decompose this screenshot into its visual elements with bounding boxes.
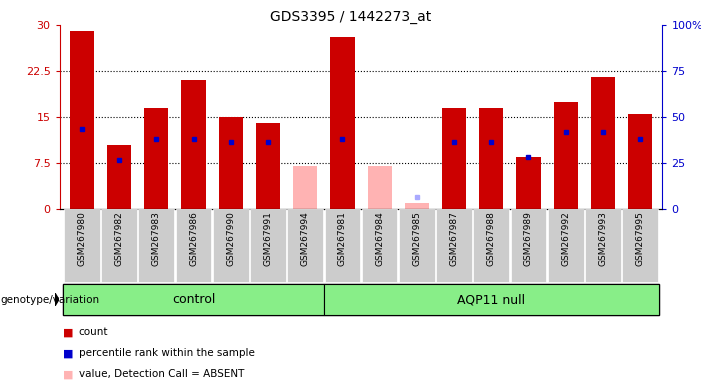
- Bar: [330, 37, 355, 209]
- Text: GSM267993: GSM267993: [599, 212, 607, 266]
- Bar: [436, 209, 472, 282]
- Bar: [622, 209, 658, 282]
- Bar: [367, 166, 392, 209]
- Text: GSM267989: GSM267989: [524, 212, 533, 266]
- Bar: [64, 209, 100, 282]
- Text: percentile rank within the sample: percentile rank within the sample: [79, 348, 254, 358]
- Bar: [63, 284, 324, 315]
- Text: GSM267983: GSM267983: [152, 212, 161, 266]
- Text: AQP11 null: AQP11 null: [457, 293, 525, 306]
- Text: GSM267990: GSM267990: [226, 212, 236, 266]
- Bar: [219, 117, 243, 209]
- Bar: [554, 102, 578, 209]
- Bar: [510, 209, 546, 282]
- Bar: [404, 203, 429, 209]
- Bar: [107, 145, 131, 209]
- Text: ■: ■: [63, 369, 74, 379]
- Bar: [250, 209, 286, 282]
- Text: GSM267994: GSM267994: [301, 212, 310, 266]
- Bar: [517, 157, 540, 209]
- Text: GSM267987: GSM267987: [449, 212, 458, 266]
- Text: GSM267984: GSM267984: [375, 212, 384, 266]
- Text: ■: ■: [63, 348, 74, 358]
- Bar: [139, 209, 175, 282]
- Bar: [324, 284, 659, 315]
- Text: count: count: [79, 327, 108, 337]
- Text: GSM267986: GSM267986: [189, 212, 198, 266]
- Bar: [479, 108, 503, 209]
- Bar: [213, 209, 249, 282]
- Text: GSM267980: GSM267980: [77, 212, 86, 266]
- Text: value, Detection Call = ABSENT: value, Detection Call = ABSENT: [79, 369, 244, 379]
- Bar: [182, 80, 205, 209]
- Bar: [101, 209, 137, 282]
- Text: GDS3395 / 1442273_at: GDS3395 / 1442273_at: [270, 10, 431, 23]
- Bar: [362, 209, 397, 282]
- Bar: [585, 209, 621, 282]
- Bar: [628, 114, 652, 209]
- Bar: [176, 209, 212, 282]
- Bar: [442, 108, 466, 209]
- Text: genotype/variation: genotype/variation: [1, 295, 100, 305]
- Bar: [70, 31, 94, 209]
- Text: GSM267992: GSM267992: [562, 212, 570, 266]
- Bar: [144, 108, 168, 209]
- Text: GSM267988: GSM267988: [486, 212, 496, 266]
- Bar: [547, 209, 583, 282]
- Text: GSM267985: GSM267985: [412, 212, 421, 266]
- Bar: [256, 123, 280, 209]
- Text: GSM267991: GSM267991: [264, 212, 273, 266]
- Bar: [591, 77, 615, 209]
- Text: GSM267995: GSM267995: [636, 212, 645, 266]
- Text: GSM267981: GSM267981: [338, 212, 347, 266]
- Bar: [325, 209, 360, 282]
- Text: control: control: [172, 293, 215, 306]
- Bar: [399, 209, 435, 282]
- Bar: [293, 166, 318, 209]
- Text: ■: ■: [63, 327, 74, 337]
- Bar: [473, 209, 509, 282]
- Bar: [287, 209, 323, 282]
- Polygon shape: [55, 293, 59, 306]
- Text: GSM267982: GSM267982: [115, 212, 123, 266]
